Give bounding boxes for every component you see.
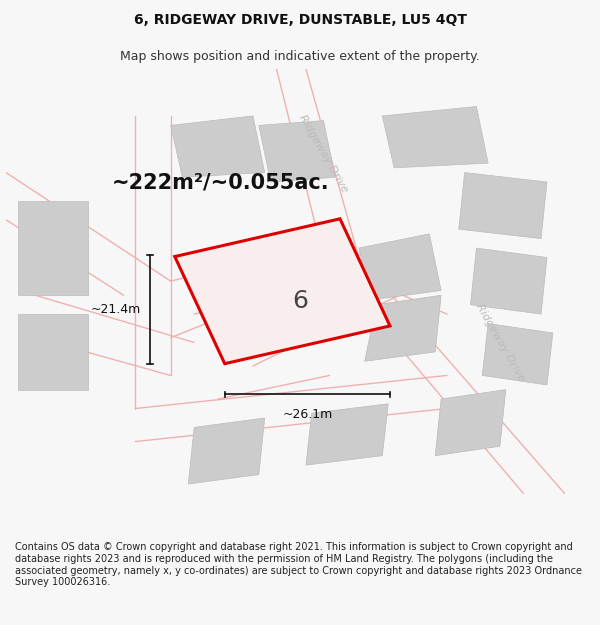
- Polygon shape: [18, 201, 88, 295]
- Polygon shape: [175, 219, 390, 364]
- Polygon shape: [359, 234, 441, 300]
- Polygon shape: [435, 389, 506, 456]
- Text: ~26.1m: ~26.1m: [282, 409, 332, 421]
- Text: ~21.4m: ~21.4m: [91, 303, 141, 316]
- Polygon shape: [365, 295, 441, 361]
- Text: Contains OS data © Crown copyright and database right 2021. This information is : Contains OS data © Crown copyright and d…: [15, 542, 582, 587]
- Text: ~222m²/~0.055ac.: ~222m²/~0.055ac.: [112, 172, 329, 192]
- Polygon shape: [18, 314, 88, 389]
- Text: Ridgeway Drive: Ridgeway Drive: [473, 302, 526, 383]
- Polygon shape: [259, 121, 335, 182]
- Text: 6: 6: [292, 289, 308, 312]
- Polygon shape: [459, 173, 547, 239]
- Polygon shape: [188, 418, 265, 484]
- Polygon shape: [170, 116, 265, 178]
- Text: Ridgeway Drive: Ridgeway Drive: [297, 113, 350, 194]
- Text: Map shows position and indicative extent of the property.: Map shows position and indicative extent…: [120, 49, 480, 62]
- Polygon shape: [306, 404, 388, 465]
- Text: 6, RIDGEWAY DRIVE, DUNSTABLE, LU5 4QT: 6, RIDGEWAY DRIVE, DUNSTABLE, LU5 4QT: [133, 13, 467, 27]
- Polygon shape: [482, 324, 553, 385]
- Polygon shape: [470, 248, 547, 314]
- Polygon shape: [382, 106, 488, 168]
